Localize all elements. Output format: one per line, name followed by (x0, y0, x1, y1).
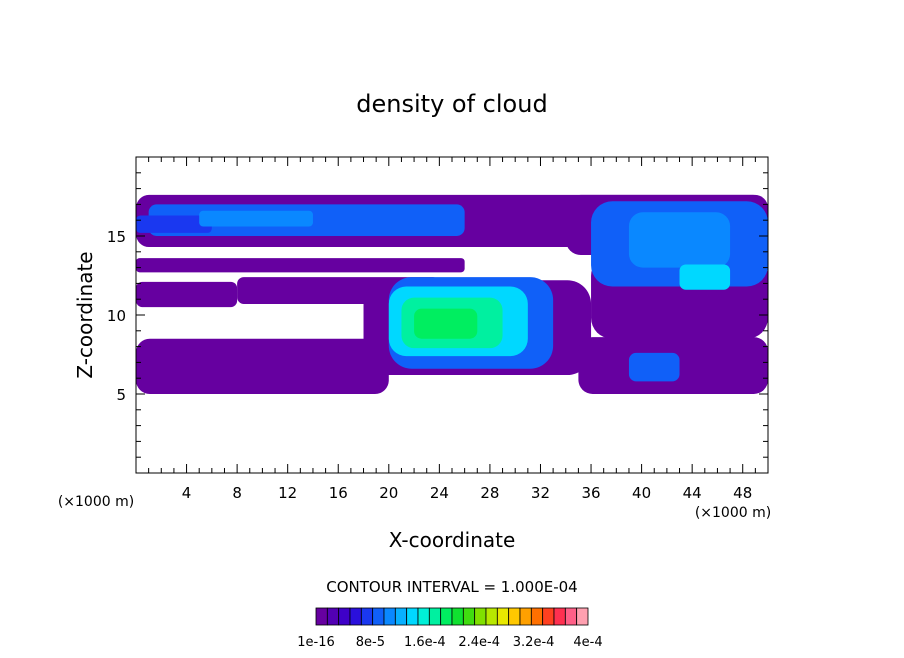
colorbar-swatch (474, 607, 487, 626)
x-tick-label: 36 (581, 484, 600, 502)
colorbar-swatch (576, 607, 589, 626)
x-tick-label: 44 (683, 484, 702, 502)
x-tick-label: 8 (232, 484, 242, 502)
colorbar: 1e-16 8e-5 1.6e-4 2.4e-4 3.2e-4 4e-4 (297, 607, 603, 650)
contour-region (414, 308, 478, 339)
colorbar-swatch (564, 607, 578, 626)
x-tick-label: 24 (430, 484, 449, 502)
x-tick-label: 28 (480, 484, 499, 502)
x-tick-label: 20 (379, 484, 398, 502)
y-tick-label: 5 (116, 386, 126, 404)
contour-region (136, 338, 389, 394)
colorbar-label: 4e-4 (573, 635, 602, 650)
x-tick-label: 4 (182, 484, 192, 502)
colorbar-swatch (542, 607, 555, 626)
colorbar-swatch (338, 607, 351, 626)
colorbar-swatch (519, 607, 532, 626)
contour-region (628, 352, 680, 382)
colorbar-swatch (326, 607, 340, 626)
x-tick-label: 16 (329, 484, 348, 502)
colorbar-label: 1.6e-4 (404, 635, 446, 650)
contour-region (679, 264, 731, 290)
colorbar-swatch (462, 607, 476, 626)
x-unit-left: (×1000 m) (58, 494, 134, 510)
colorbar-swatch (428, 607, 442, 626)
colorbar-swatch (485, 607, 498, 626)
colorbar-swatch (360, 607, 374, 626)
contour-region (199, 210, 313, 227)
colorbar-label: 2.4e-4 (458, 635, 500, 650)
colorbar-swatch (508, 607, 521, 626)
y-tick-label: 15 (107, 228, 126, 246)
x-tick-label: 48 (733, 484, 752, 502)
colorbar-swatch (383, 607, 396, 626)
colorbar-swatch (349, 607, 362, 626)
colorbar-swatch (451, 607, 464, 626)
contour-region (136, 258, 465, 273)
y-tick-label: 10 (107, 307, 126, 325)
contour-fill-layer (136, 194, 768, 394)
contour-region (628, 212, 731, 268)
chart-title: density of cloud (356, 90, 547, 118)
colorbar-swatch (496, 607, 510, 626)
contour-region (136, 281, 238, 308)
colorbar-swatch (530, 607, 544, 626)
x-tick-label: 12 (278, 484, 297, 502)
colorbar-label: 1e-16 (297, 635, 335, 650)
contour-interval-label: CONTOUR INTERVAL = 1.000E-04 (326, 578, 577, 596)
colorbar-label: 3.2e-4 (513, 635, 555, 650)
colorbar-swatch (406, 607, 419, 626)
y-axis-label: Z-coordinate (73, 251, 97, 378)
x-tick-label: 40 (632, 484, 651, 502)
x-unit-right: (×1000 m) (695, 505, 771, 521)
x-axis-label: X-coordinate (389, 528, 516, 552)
colorbar-swatch (553, 607, 566, 626)
colorbar-swatch (440, 607, 453, 626)
colorbar-swatch (394, 607, 408, 626)
colorbar-label: 8e-5 (356, 635, 385, 650)
contour-region (136, 215, 212, 233)
colorbar-swatch (372, 607, 385, 626)
x-tick-label: 32 (531, 484, 550, 502)
colorbar-swatch (417, 607, 430, 626)
colorbar-swatch (315, 607, 328, 626)
